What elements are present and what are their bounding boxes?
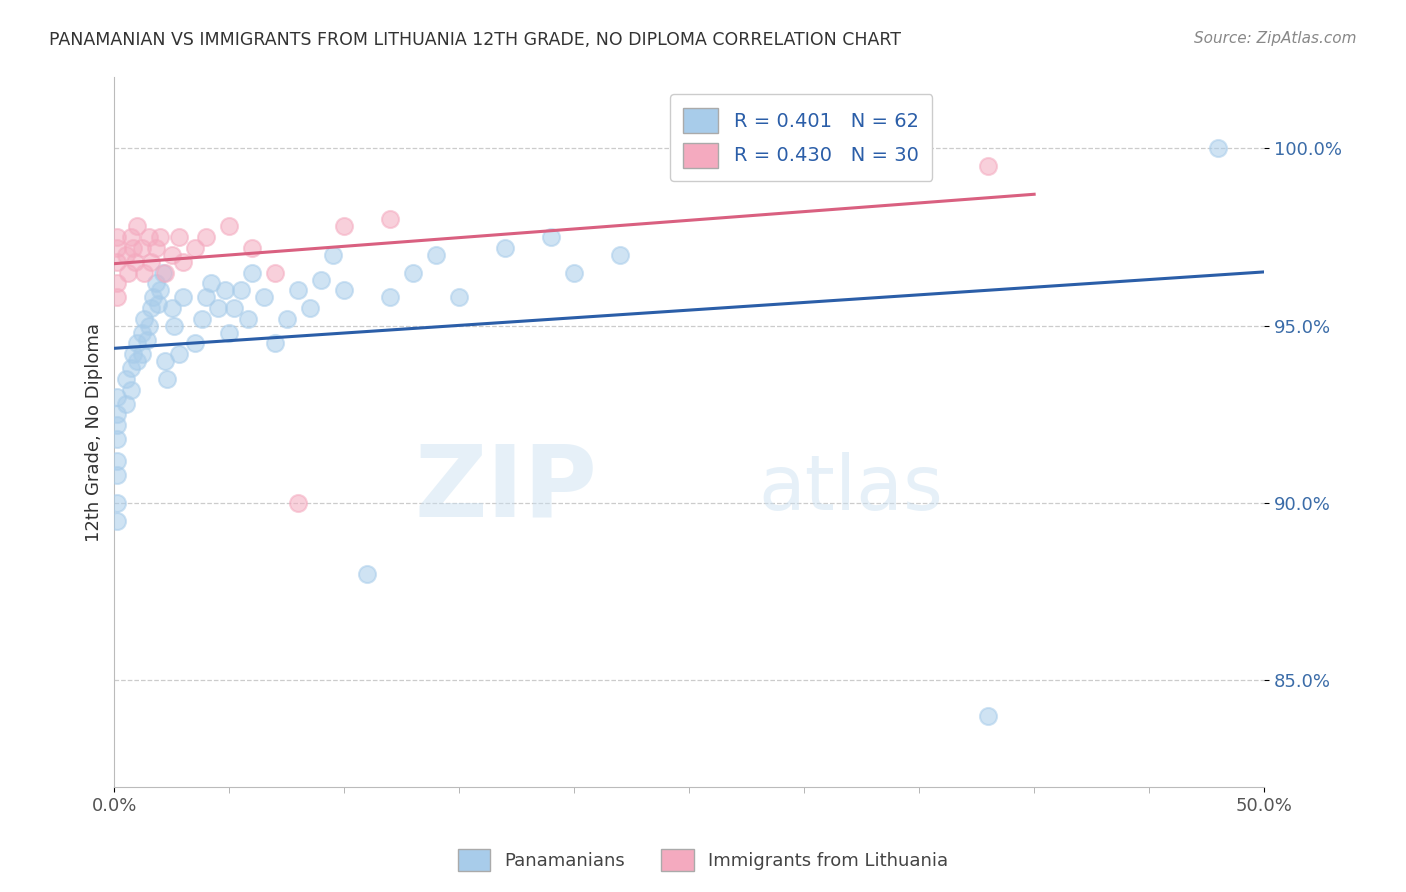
Point bbox=[356, 567, 378, 582]
Point bbox=[322, 248, 344, 262]
Point bbox=[240, 266, 263, 280]
Point bbox=[105, 390, 128, 404]
Point bbox=[105, 255, 128, 269]
Point bbox=[120, 361, 142, 376]
Point bbox=[218, 326, 240, 340]
Point bbox=[191, 311, 214, 326]
Legend: Panamanians, Immigrants from Lithuania: Panamanians, Immigrants from Lithuania bbox=[450, 842, 956, 879]
Point bbox=[105, 276, 128, 290]
Point bbox=[287, 283, 309, 297]
Point bbox=[214, 283, 236, 297]
Point bbox=[207, 301, 229, 315]
Point bbox=[127, 219, 149, 234]
Point bbox=[298, 301, 321, 315]
Point bbox=[402, 266, 425, 280]
Point bbox=[105, 496, 128, 510]
Point bbox=[153, 354, 176, 368]
Point bbox=[229, 283, 252, 297]
Point bbox=[105, 432, 128, 446]
Point bbox=[333, 219, 356, 234]
Point bbox=[142, 290, 165, 304]
Point bbox=[141, 255, 163, 269]
Point bbox=[163, 318, 186, 333]
Point bbox=[105, 241, 128, 255]
Point bbox=[105, 453, 128, 467]
Point bbox=[264, 336, 287, 351]
Point bbox=[149, 283, 172, 297]
Point bbox=[146, 297, 169, 311]
Point bbox=[115, 248, 138, 262]
Point bbox=[562, 266, 585, 280]
Point bbox=[494, 241, 516, 255]
Point bbox=[121, 241, 143, 255]
Point bbox=[115, 372, 138, 386]
Point bbox=[105, 290, 128, 304]
Point bbox=[167, 230, 190, 244]
Point bbox=[105, 467, 128, 482]
Point bbox=[120, 383, 142, 397]
Point bbox=[380, 212, 402, 227]
Text: Source: ZipAtlas.com: Source: ZipAtlas.com bbox=[1194, 31, 1357, 46]
Point bbox=[127, 336, 149, 351]
Point bbox=[124, 255, 146, 269]
Point bbox=[172, 290, 194, 304]
Point bbox=[264, 266, 287, 280]
Point bbox=[172, 255, 194, 269]
Legend: R = 0.401   N = 62, R = 0.430   N = 30: R = 0.401 N = 62, R = 0.430 N = 30 bbox=[669, 95, 932, 181]
Point bbox=[540, 230, 562, 244]
Y-axis label: 12th Grade, No Diploma: 12th Grade, No Diploma bbox=[86, 323, 103, 541]
Point bbox=[311, 272, 333, 286]
Point bbox=[153, 266, 176, 280]
Point bbox=[167, 347, 190, 361]
Point bbox=[117, 266, 139, 280]
Text: atlas: atlas bbox=[758, 452, 943, 526]
Point bbox=[218, 219, 240, 234]
Point bbox=[240, 241, 263, 255]
Point bbox=[152, 266, 174, 280]
Point bbox=[276, 311, 298, 326]
Point bbox=[609, 248, 631, 262]
Point bbox=[105, 408, 128, 422]
Point bbox=[105, 230, 128, 244]
Point bbox=[977, 709, 1000, 723]
Point bbox=[160, 248, 183, 262]
Point bbox=[149, 230, 172, 244]
Point bbox=[222, 301, 245, 315]
Point bbox=[449, 290, 471, 304]
Point bbox=[105, 418, 128, 433]
Point bbox=[105, 514, 128, 528]
Point bbox=[134, 266, 156, 280]
Point bbox=[287, 496, 309, 510]
Point bbox=[120, 230, 142, 244]
Point bbox=[145, 276, 167, 290]
Point bbox=[138, 318, 160, 333]
Point bbox=[195, 290, 218, 304]
Point bbox=[138, 230, 160, 244]
Point bbox=[160, 301, 183, 315]
Point bbox=[135, 333, 157, 347]
Point bbox=[236, 311, 259, 326]
Point bbox=[1206, 141, 1229, 155]
Point bbox=[131, 326, 153, 340]
Point bbox=[127, 354, 149, 368]
Point bbox=[156, 372, 179, 386]
Point bbox=[380, 290, 402, 304]
Point bbox=[121, 347, 143, 361]
Text: PANAMANIAN VS IMMIGRANTS FROM LITHUANIA 12TH GRADE, NO DIPLOMA CORRELATION CHART: PANAMANIAN VS IMMIGRANTS FROM LITHUANIA … bbox=[49, 31, 901, 49]
Point bbox=[200, 276, 222, 290]
Point bbox=[145, 241, 167, 255]
Point bbox=[425, 248, 447, 262]
Point bbox=[184, 336, 207, 351]
Point bbox=[115, 397, 138, 411]
Point bbox=[141, 301, 163, 315]
Point bbox=[253, 290, 276, 304]
Point bbox=[195, 230, 218, 244]
Point bbox=[184, 241, 207, 255]
Text: ZIP: ZIP bbox=[415, 441, 598, 537]
Point bbox=[131, 241, 153, 255]
Point bbox=[131, 347, 153, 361]
Point bbox=[134, 311, 156, 326]
Point bbox=[333, 283, 356, 297]
Point bbox=[977, 159, 1000, 173]
